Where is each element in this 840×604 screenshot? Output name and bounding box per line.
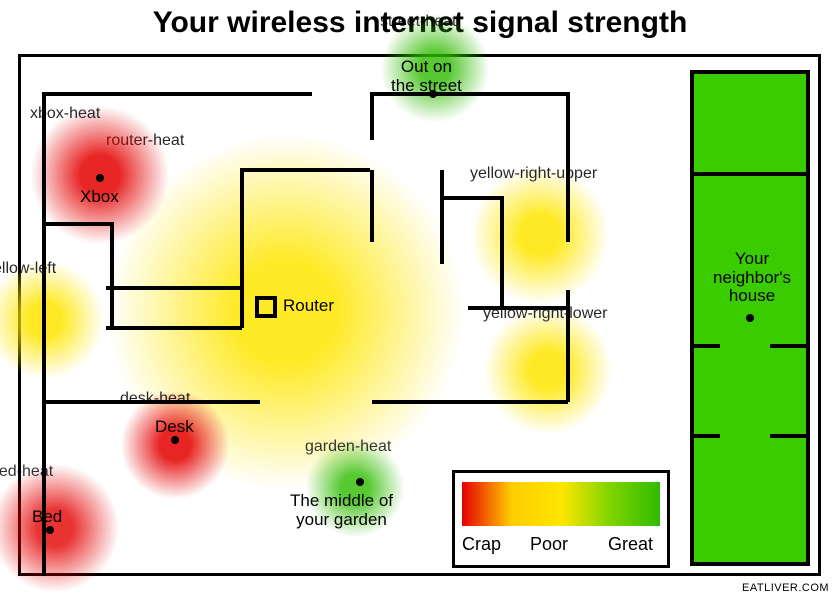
heat-blob-yellow-right-upper: yellow-right-upper — [470, 165, 610, 305]
wall-h-6 — [42, 400, 260, 404]
desk-dot — [171, 436, 179, 444]
neighbor-wall-4 — [770, 434, 810, 438]
bed-label: Bed — [32, 508, 62, 527]
garden-label: The middle of your garden — [290, 492, 393, 529]
wall-v-1 — [42, 400, 46, 576]
neighbor-wall-2 — [770, 344, 810, 348]
wall-v-6 — [440, 170, 444, 264]
source-credit: EATLIVER.COM — [742, 582, 829, 594]
legend-label-poor: Poor — [530, 534, 568, 555]
wall-v-2 — [110, 222, 114, 328]
wall-h-5 — [106, 326, 242, 330]
wall-v-4 — [370, 92, 374, 140]
neighbor-dot — [746, 314, 754, 322]
legend-label-crap: Crap — [462, 534, 501, 555]
wall-h-3 — [240, 168, 370, 172]
street-label: Out on the street — [391, 58, 462, 95]
desk-label: Desk — [155, 418, 194, 437]
neighbor-label: Your neighbor's house — [702, 250, 802, 306]
heat-blob-desk-heat: desk-heat — [120, 390, 230, 500]
wall-h-9 — [468, 306, 568, 310]
xbox-dot — [96, 174, 104, 182]
router-label: Router — [283, 297, 334, 316]
wall-v-9 — [566, 290, 570, 402]
garden-dot — [356, 478, 364, 486]
stage: Your wireless internet signal strengthro… — [0, 0, 840, 604]
wall-h-10 — [540, 400, 568, 404]
wall-h-0 — [42, 92, 312, 96]
neighbor-wall-0 — [690, 172, 810, 176]
legend-gradient — [462, 482, 660, 526]
wall-v-7 — [500, 196, 504, 306]
wall-v-3 — [240, 168, 244, 328]
router-icon — [255, 296, 277, 318]
wall-v-5 — [370, 170, 374, 242]
bed-dot — [46, 526, 54, 534]
xbox-label: Xbox — [80, 188, 119, 207]
wall-v-8 — [566, 92, 570, 242]
wall-h-8 — [440, 196, 502, 200]
wall-v-0 — [42, 92, 46, 402]
neighbor-wall-1 — [690, 344, 720, 348]
wall-h-7 — [372, 400, 568, 404]
legend-label-great: Great — [608, 534, 653, 555]
wall-h-4 — [106, 286, 242, 290]
heat-blob-yellow-right-lower: yellow-right-lower — [483, 305, 613, 435]
wall-h-2 — [42, 222, 114, 226]
neighbor-wall-3 — [690, 434, 720, 438]
